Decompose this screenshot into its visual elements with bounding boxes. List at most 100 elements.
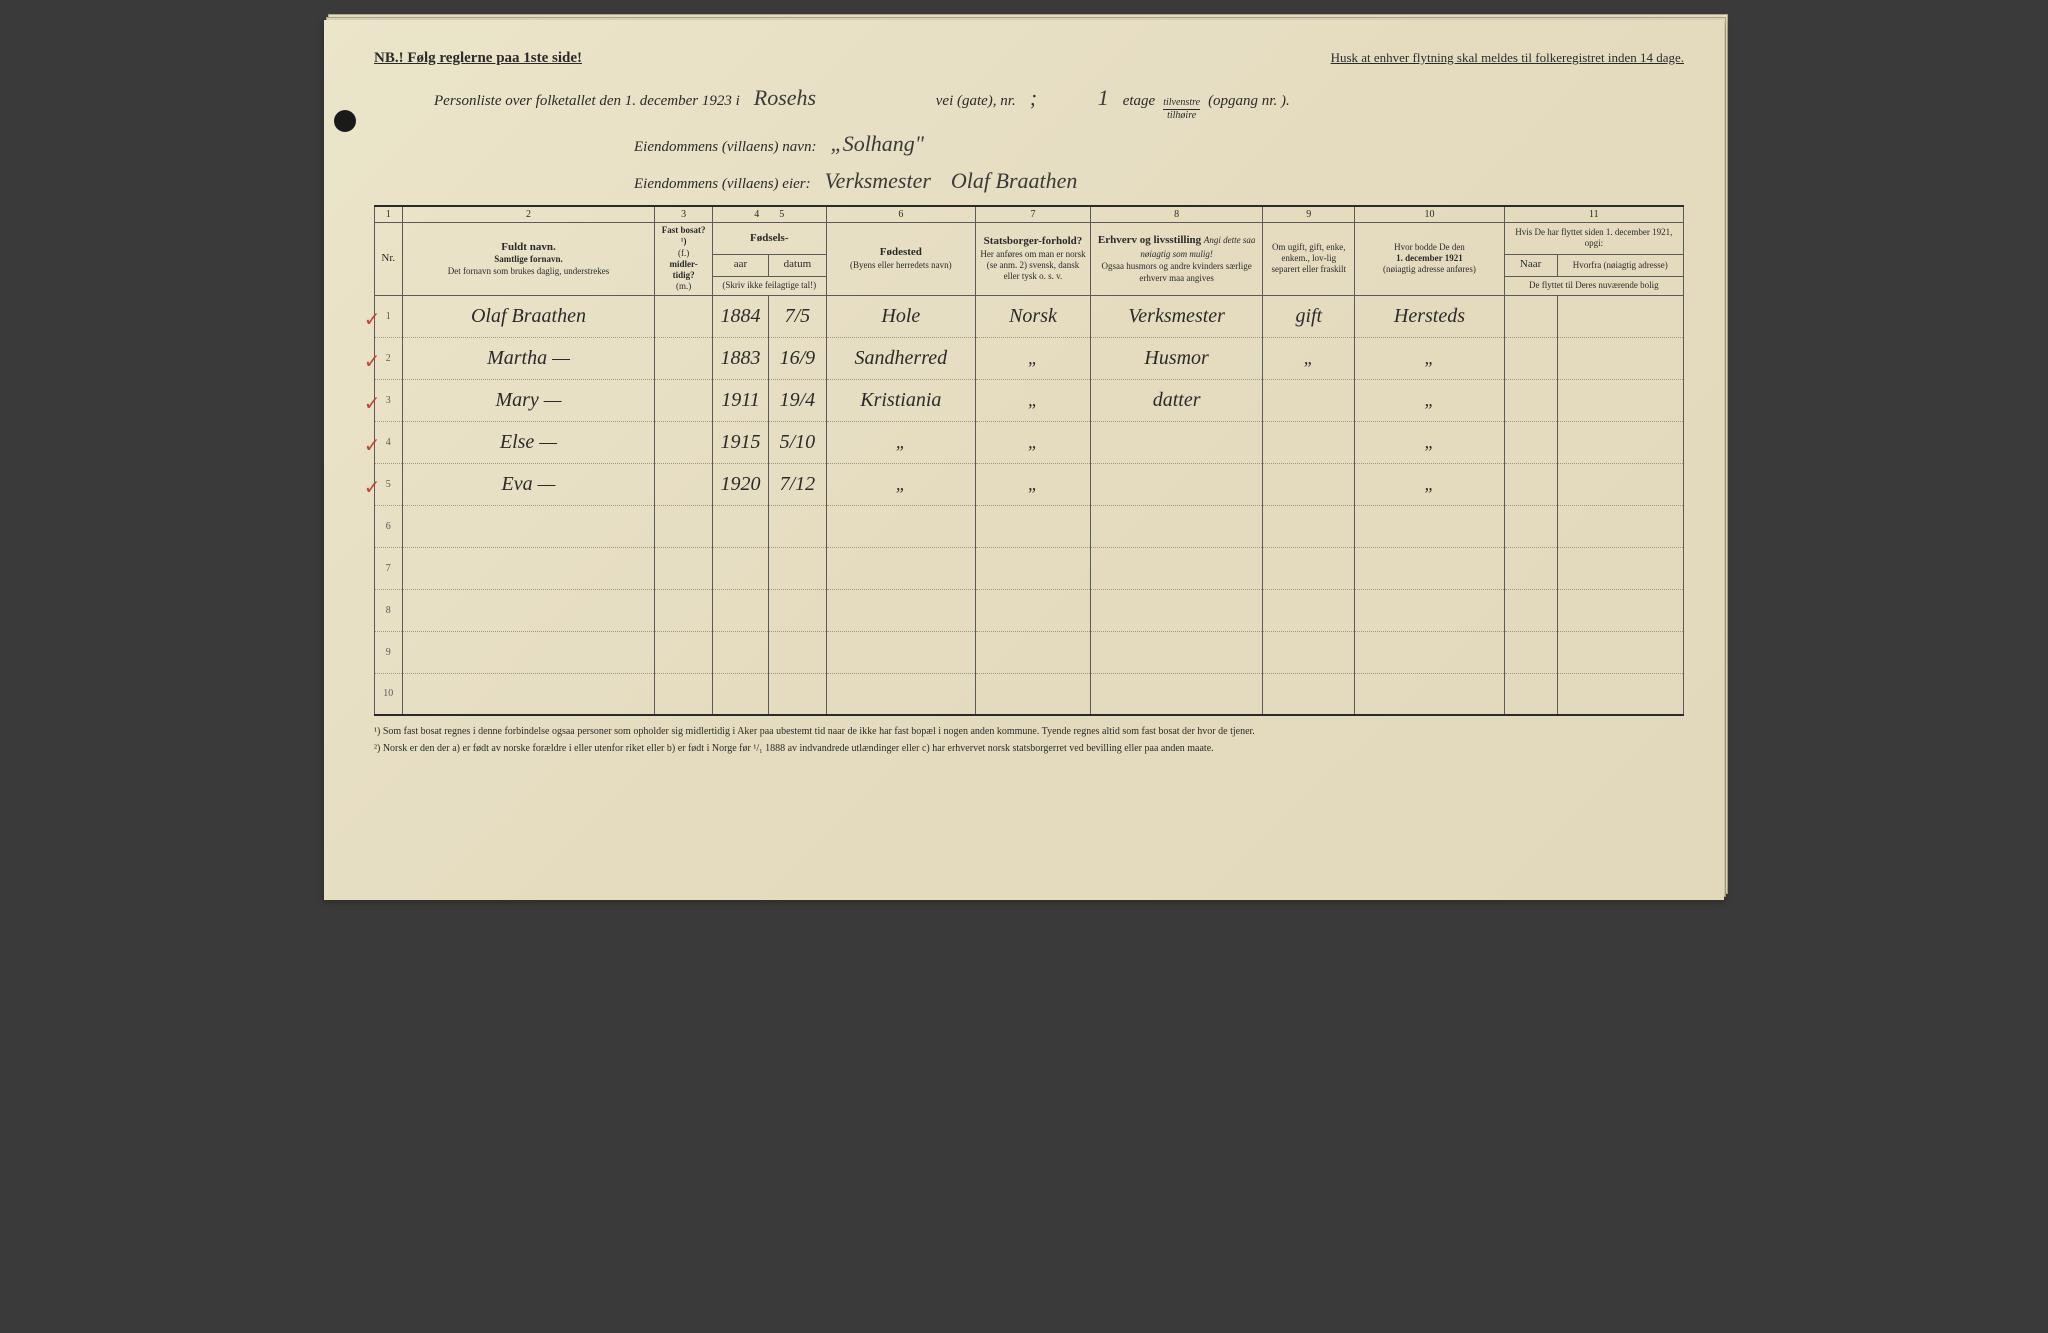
cell-fodested: Sandherred <box>826 337 975 379</box>
cell-bodde: Hersteds <box>1355 295 1504 337</box>
cell-datum: 7/12 <box>769 463 826 505</box>
col-gift: Om ugift, gift, enke, enkem., lov-lig se… <box>1263 223 1355 296</box>
colnum: 11 <box>1504 206 1683 223</box>
cell-gift <box>1263 547 1355 589</box>
cell-aar <box>712 505 768 547</box>
cell-naar <box>1504 295 1557 337</box>
table-row: ✓1 Olaf Braathen 1884 7/5 Hole Norsk Ver… <box>375 295 1684 337</box>
house-nr: ; <box>1024 85 1084 112</box>
cell-naar <box>1504 673 1557 715</box>
colnum: 7 <box>976 206 1091 223</box>
husk-notice: Husk at enhver flytning skal meldes til … <box>1331 50 1684 66</box>
row-num: 10 <box>375 673 403 715</box>
cell-gift: gift <box>1263 295 1355 337</box>
cell-bosat <box>655 673 712 715</box>
cell-fodested: „ <box>826 421 975 463</box>
cell-aar: 1883 <box>712 337 768 379</box>
table-row: ✓4 Else — 1915 5/10 „ „ „ <box>375 421 1684 463</box>
cell-erhv: Husmor <box>1090 337 1262 379</box>
cell-name: Olaf Braathen <box>402 295 655 337</box>
colnum: 10 <box>1355 206 1504 223</box>
footnotes: ¹) Som fast bosat regnes i denne forbind… <box>374 724 1684 756</box>
colnum-group: 4 5 <box>712 206 826 223</box>
cell-aar <box>712 547 768 589</box>
cell-fodested <box>826 589 975 631</box>
cell-datum: 19/4 <box>769 379 826 421</box>
check-mark-icon: ✓ <box>364 349 381 374</box>
col-flyt-sub: De flyttet til Deres nuværende bolig <box>1504 276 1683 295</box>
colnum: 3 <box>655 206 712 223</box>
eiendom-eier-title: Verksmester <box>819 168 937 195</box>
cell-gift <box>1263 463 1355 505</box>
cell-fodested: Hole <box>826 295 975 337</box>
cell-datum: 5/10 <box>769 421 826 463</box>
table-row: ✓3 Mary — 1911 19/4 Kristiania „ datter … <box>375 379 1684 421</box>
cell-name: Martha — <box>402 337 655 379</box>
cell-bosat <box>655 547 712 589</box>
street-name: Rosehs <box>748 85 928 112</box>
cell-bodde: „ <box>1355 379 1504 421</box>
cell-gift <box>1263 673 1355 715</box>
cell-erhv <box>1090 547 1262 589</box>
row-num: ✓1 <box>375 295 403 337</box>
col-fodested: Fødested (Byens eller herredets navn) <box>826 223 975 296</box>
cell-aar <box>712 589 768 631</box>
cell-aar: 1911 <box>712 379 768 421</box>
cell-stats <box>976 589 1091 631</box>
cell-aar <box>712 631 768 673</box>
cell-naar <box>1504 547 1557 589</box>
cell-fodested: Kristiania <box>826 379 975 421</box>
table-row: 9 <box>375 631 1684 673</box>
header-line-3: Eiendommens (villaens) eier: Verksmester… <box>634 168 1684 195</box>
cell-hvor <box>1557 337 1684 379</box>
colnum: 9 <box>1263 206 1355 223</box>
cell-name: Else — <box>402 421 655 463</box>
cell-gift <box>1263 421 1355 463</box>
cell-fodested <box>826 631 975 673</box>
frac-bot: tilhøire <box>1163 110 1200 121</box>
cell-name <box>402 673 655 715</box>
form-header: Personliste over folketallet den 1. dece… <box>434 85 1684 195</box>
cell-erhv: Verksmester <box>1090 295 1262 337</box>
cell-stats <box>976 673 1091 715</box>
col-aar-sub: (Skriv ikke feilagtige tal!) <box>712 276 826 295</box>
cell-stats: „ <box>976 463 1091 505</box>
cell-hvor <box>1557 589 1684 631</box>
cell-bosat <box>655 463 712 505</box>
cell-naar <box>1504 505 1557 547</box>
row-num: 6 <box>375 505 403 547</box>
cell-fodested: „ <box>826 463 975 505</box>
etage-num: 1 <box>1092 85 1115 112</box>
eiendom-eier-label: Eiendommens (villaens) eier: <box>634 176 811 193</box>
eiendom-navn-label: Eiendommens (villaens) navn: <box>634 139 816 156</box>
cell-stats: „ <box>976 337 1091 379</box>
colnum: 8 <box>1090 206 1262 223</box>
table-body: ✓1 Olaf Braathen 1884 7/5 Hole Norsk Ver… <box>375 295 1684 715</box>
col-aar: aar <box>712 254 768 276</box>
cell-erhv <box>1090 631 1262 673</box>
cell-aar <box>712 673 768 715</box>
cell-naar <box>1504 589 1557 631</box>
colnum: 2 <box>402 206 655 223</box>
cell-bodde: „ <box>1355 421 1504 463</box>
cell-hvor <box>1557 463 1684 505</box>
cell-erhv <box>1090 463 1262 505</box>
cell-erhv <box>1090 421 1262 463</box>
etage-label: etage <box>1123 93 1155 110</box>
cell-name <box>402 505 655 547</box>
check-mark-icon: ✓ <box>364 433 381 458</box>
cell-datum <box>769 631 826 673</box>
table-row: 6 <box>375 505 1684 547</box>
col-erhv: Erhverv og livsstilling Angi dette saa n… <box>1090 223 1262 296</box>
colnum: 6 <box>826 206 975 223</box>
census-form-page: NB.! Følg reglerne paa 1ste side! Husk a… <box>324 20 1724 900</box>
cell-datum <box>769 589 826 631</box>
cell-bosat <box>655 421 712 463</box>
cell-hvor <box>1557 505 1684 547</box>
cell-gift <box>1263 631 1355 673</box>
col-flyt-main: Hvis De har flyttet siden 1. december 19… <box>1504 223 1683 255</box>
cell-stats: „ <box>976 421 1091 463</box>
row-num: ✓4 <box>375 421 403 463</box>
cell-stats: Norsk <box>976 295 1091 337</box>
cell-datum: 16/9 <box>769 337 826 379</box>
